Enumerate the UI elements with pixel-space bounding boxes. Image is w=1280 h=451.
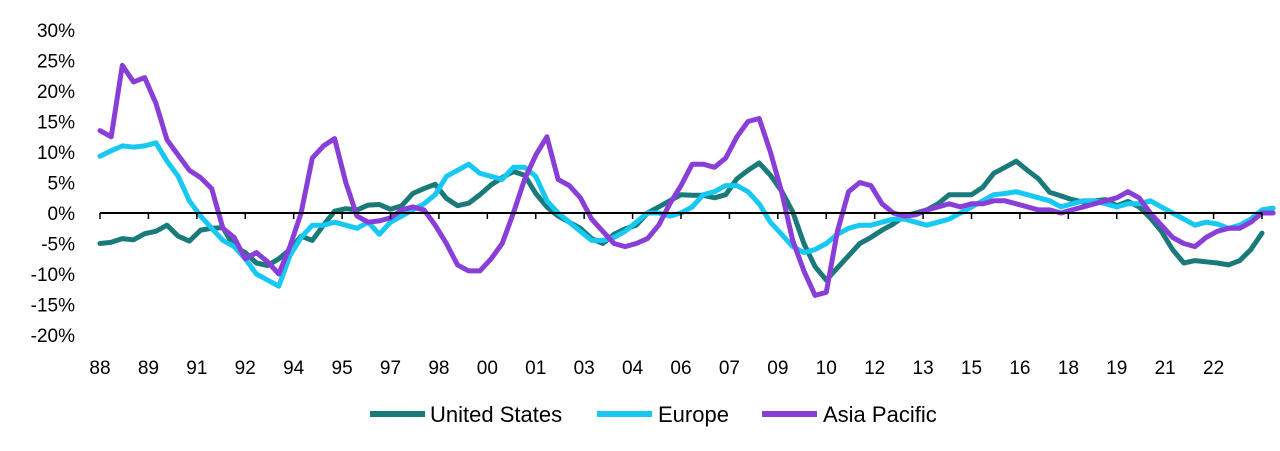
y-tick-label: -15% bbox=[31, 296, 75, 317]
y-tick-label: 0% bbox=[48, 204, 76, 225]
y-tick-label: 30% bbox=[37, 21, 75, 42]
y-tick-label: -20% bbox=[31, 326, 75, 347]
x-tick-label: 18 bbox=[1058, 358, 1079, 379]
x-tick-label: 04 bbox=[622, 358, 644, 379]
x-tick-label: 12 bbox=[864, 358, 885, 379]
x-tick-label: 13 bbox=[913, 358, 934, 379]
series-line-europe bbox=[97, 140, 1276, 289]
legend-label-united-states: United States bbox=[430, 402, 562, 427]
x-tick-label: 97 bbox=[380, 358, 401, 379]
series-line-united-states bbox=[97, 158, 1265, 283]
y-tick-label: 20% bbox=[37, 82, 75, 103]
x-tick-label: 09 bbox=[767, 358, 788, 379]
series-layer bbox=[97, 62, 1276, 298]
x-tick-label: 92 bbox=[235, 358, 256, 379]
legend-label-asia-pacific: Asia Pacific bbox=[823, 402, 937, 427]
zero-axis-line bbox=[99, 212, 1263, 219]
x-tick-label: 94 bbox=[283, 358, 305, 379]
x-tick-label: 01 bbox=[525, 358, 546, 379]
y-tick-label: 25% bbox=[37, 52, 75, 73]
x-tick-label: 89 bbox=[138, 358, 159, 379]
x-tick-label: 16 bbox=[1009, 358, 1030, 379]
x-tick-label: 03 bbox=[574, 358, 595, 379]
x-axis: 88 89 91 92 94 95 97 98 00 01 03 04 06 07 09 10 12 13 15 16… bbox=[89, 358, 1224, 379]
x-tick-label: 88 bbox=[89, 358, 110, 379]
x-tick-label: 95 bbox=[332, 358, 353, 379]
series-line-asia-pacific bbox=[97, 62, 1276, 298]
legend: United States Europe Asia Pacific bbox=[370, 402, 937, 427]
x-tick-label: 15 bbox=[961, 358, 982, 379]
y-tick-label: -5% bbox=[41, 235, 75, 256]
y-tick-label: 5% bbox=[48, 174, 76, 195]
x-tick-label: 00 bbox=[477, 358, 498, 379]
x-tick-label: 22 bbox=[1203, 358, 1224, 379]
legend-label-europe: Europe bbox=[658, 402, 729, 427]
x-tick-label: 98 bbox=[428, 358, 449, 379]
y-axis: 30% 25% 20% 15% 10% 5% 0% -5% -10% -15% -20% bbox=[31, 21, 75, 347]
x-tick-label: 10 bbox=[816, 358, 837, 379]
x-tick-label: 19 bbox=[1106, 358, 1127, 379]
x-tick-label: 06 bbox=[670, 358, 691, 379]
y-tick-label: 10% bbox=[37, 143, 75, 164]
x-tick-label: 07 bbox=[719, 358, 740, 379]
y-tick-label: 15% bbox=[37, 113, 75, 134]
x-tick-label: 91 bbox=[186, 358, 207, 379]
y-tick-label: -10% bbox=[31, 265, 75, 286]
x-tick-label: 21 bbox=[1155, 358, 1176, 379]
